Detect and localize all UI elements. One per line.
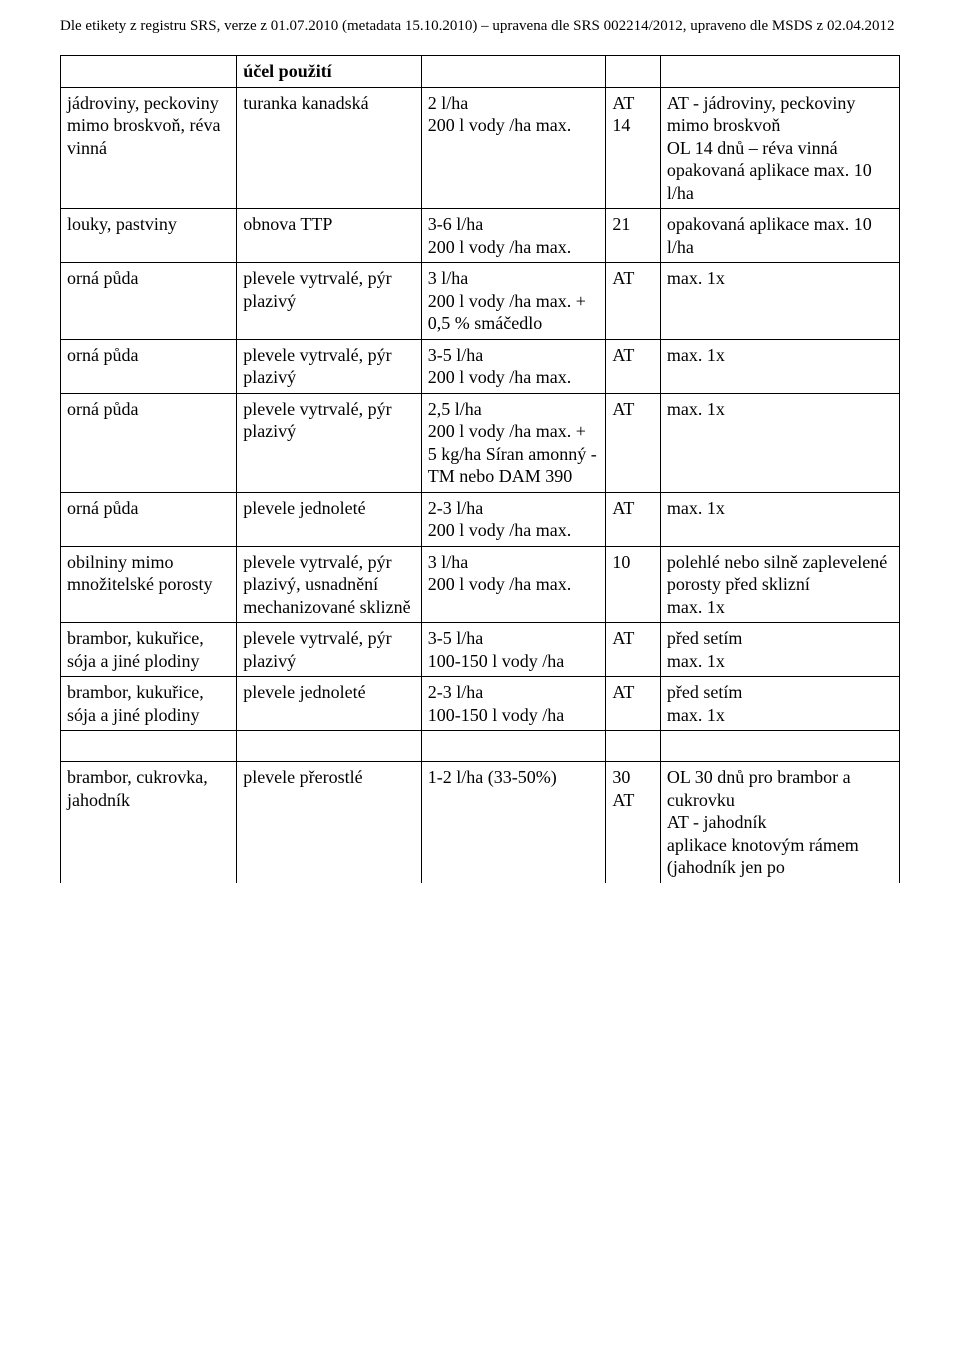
cell: 2-3 l/ha100-150 l vody /ha [421, 677, 606, 731]
cell: brambor, kukuřice, sója a jiné plodiny [61, 623, 237, 677]
cell [421, 731, 606, 762]
cell: max. 1x [660, 393, 899, 492]
cell: před setímmax. 1x [660, 677, 899, 731]
cell: AT [606, 492, 661, 546]
cell: plevele vytrvalé, pýr plazivý [237, 623, 422, 677]
cell: AT14 [606, 87, 661, 209]
table-row: orná půda plevele vytrvalé, pýr plazivý … [61, 393, 900, 492]
header-row: účel použití [61, 56, 900, 88]
cell: OL 30 dnů pro brambor a cukrovkuAT - jah… [660, 762, 899, 883]
cell: max. 1x [660, 263, 899, 340]
cell: obnova TTP [237, 209, 422, 263]
cell: 3-5 l/ha100-150 l vody /ha [421, 623, 606, 677]
cell: plevele vytrvalé, pýr plazivý [237, 393, 422, 492]
cell: 2-3 l/ha200 l vody /ha max. [421, 492, 606, 546]
cell: orná půda [61, 339, 237, 393]
data-table: účel použití jádroviny, peckoviny mimo b… [60, 55, 900, 883]
cell: louky, pastviny [61, 209, 237, 263]
cell: AT - jádroviny, peckoviny mimo broskvoňO… [660, 87, 899, 209]
cell: 10 [606, 546, 661, 623]
cell: turanka kanadská [237, 87, 422, 209]
cell [660, 731, 899, 762]
cell: plevele vytrvalé, pýr plazivý [237, 263, 422, 340]
cell: obilniny mimo množitelské porosty [61, 546, 237, 623]
cell: plevele přerostlé [237, 762, 422, 883]
cell: AT [606, 339, 661, 393]
cell: AT [606, 623, 661, 677]
cell [237, 731, 422, 762]
cell: brambor, cukrovka, jahodník [61, 762, 237, 883]
cell: AT [606, 263, 661, 340]
cell: 30AT [606, 762, 661, 883]
table-row: obilniny mimo množitelské porosty plevel… [61, 546, 900, 623]
cell: 1-2 l/ha (33-50%) [421, 762, 606, 883]
cell: max. 1x [660, 492, 899, 546]
table-row: louky, pastviny obnova TTP 3-6 l/ha200 l… [61, 209, 900, 263]
cell [606, 56, 661, 88]
cell: 21 [606, 209, 661, 263]
cell: 2 l/ha200 l vody /ha max. [421, 87, 606, 209]
cell: 3-6 l/ha200 l vody /ha max. [421, 209, 606, 263]
cell: 3-5 l/ha200 l vody /ha max. [421, 339, 606, 393]
cell: plevele jednoleté [237, 492, 422, 546]
cell [61, 56, 237, 88]
cell [61, 731, 237, 762]
cell: max. 1x [660, 339, 899, 393]
cell: AT [606, 393, 661, 492]
cell: 2,5 l/ha200 l vody /ha max. + 5 kg/ha Sí… [421, 393, 606, 492]
cell [660, 56, 899, 88]
cell: 3 l/ha200 l vody /ha max. + 0,5 % smáčed… [421, 263, 606, 340]
cell [421, 56, 606, 88]
table-row: brambor, kukuřice, sója a jiné plodiny p… [61, 677, 900, 731]
page-header: Dle etikety z registru SRS, verze z 01.0… [60, 18, 900, 35]
table-row: brambor, cukrovka, jahodník plevele přer… [61, 762, 900, 883]
cell [606, 731, 661, 762]
table-row: orná půda plevele vytrvalé, pýr plazivý … [61, 339, 900, 393]
cell: 3 l/ha200 l vody /ha max. [421, 546, 606, 623]
cell: orná půda [61, 263, 237, 340]
table-row: brambor, kukuřice, sója a jiné plodiny p… [61, 623, 900, 677]
blank-row [61, 731, 900, 762]
table-row: jádroviny, peckoviny mimo broskvoň, réva… [61, 87, 900, 209]
table-row: orná půda plevele vytrvalé, pýr plazivý … [61, 263, 900, 340]
cell: polehlé nebo silně zaplevelené porosty p… [660, 546, 899, 623]
cell: před setímmax. 1x [660, 623, 899, 677]
cell: plevele jednoleté [237, 677, 422, 731]
table-row: orná půda plevele jednoleté 2-3 l/ha200 … [61, 492, 900, 546]
cell: orná půda [61, 393, 237, 492]
cell: brambor, kukuřice, sója a jiné plodiny [61, 677, 237, 731]
cell: orná půda [61, 492, 237, 546]
cell: AT [606, 677, 661, 731]
col-header: účel použití [237, 56, 422, 88]
cell: jádroviny, peckoviny mimo broskvoň, réva… [61, 87, 237, 209]
cell: plevele vytrvalé, pýr plazivý, usnadnění… [237, 546, 422, 623]
cell: plevele vytrvalé, pýr plazivý [237, 339, 422, 393]
cell: opakovaná aplikace max. 10 l/ha [660, 209, 899, 263]
